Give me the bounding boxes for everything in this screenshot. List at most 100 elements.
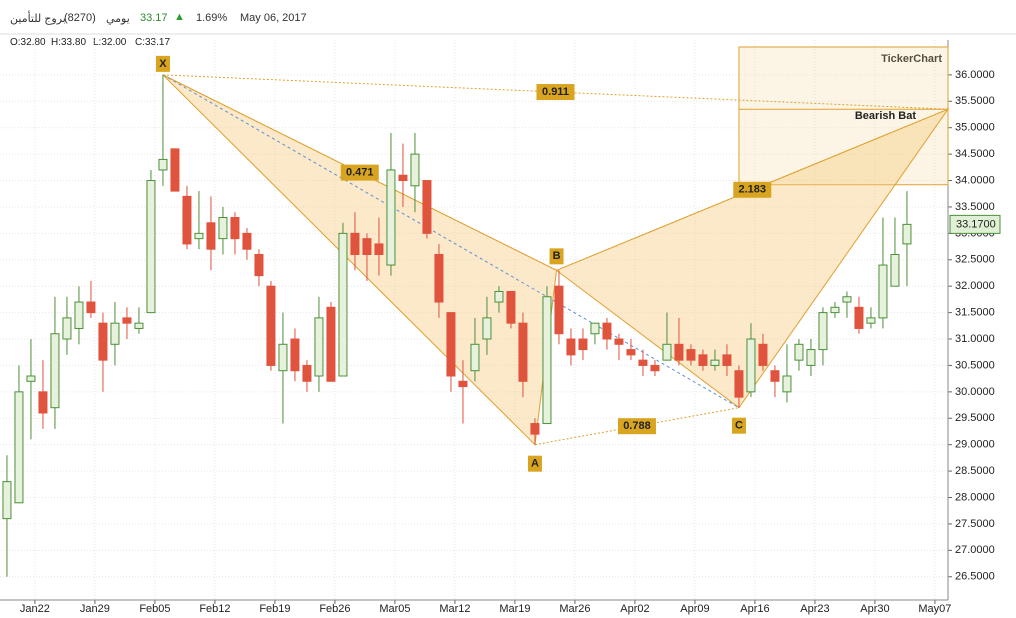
candle-body: [386, 169, 396, 266]
x-tick-label: Jan29: [80, 603, 110, 615]
candle-body: [818, 312, 828, 351]
candle-body: [278, 343, 288, 372]
candle-body: [2, 481, 12, 520]
ratio-box: [536, 84, 575, 101]
x-tick-label: Feb19: [259, 603, 290, 615]
y-tick-label: 32.0000: [955, 280, 995, 292]
candle-body: [770, 370, 780, 382]
point-box: [155, 55, 170, 72]
candle-body: [902, 223, 912, 245]
candle-body: [50, 333, 60, 409]
y-tick-label: 28.5000: [955, 465, 995, 477]
candle-body: [422, 180, 432, 234]
candle-body: [86, 301, 96, 314]
ohlc-high: H:33.80: [51, 37, 87, 48]
y-tick-label: 30.0000: [955, 386, 995, 398]
candle-body: [650, 364, 660, 372]
y-tick-label: 31.5000: [955, 307, 995, 319]
prz-box: [738, 46, 949, 186]
x-tick-label: Mar05: [379, 603, 410, 615]
ratio-label: 0.471: [346, 167, 374, 179]
candle-body: [566, 338, 576, 356]
candle-body: [338, 232, 348, 377]
y-tick-label: 35.5000: [955, 95, 995, 107]
candle-body: [578, 338, 588, 351]
pattern-name: Bearish Bat: [855, 110, 916, 122]
y-tick-label: 36.0000: [955, 69, 995, 81]
candle-body: [302, 364, 312, 382]
ohlc-open: O:32.80: [10, 37, 46, 48]
candle-body: [314, 317, 324, 377]
y-tick-label: 32.5000: [955, 254, 995, 266]
candle-body: [218, 217, 228, 240]
ratio-line: [162, 74, 557, 271]
candle-body: [614, 338, 624, 345]
candle-body: [206, 222, 216, 250]
y-tick-label: 35.0000: [955, 122, 995, 134]
candle-body: [266, 285, 276, 366]
point-label: A: [531, 458, 539, 470]
candle-body: [866, 317, 876, 324]
candle-body: [134, 322, 144, 329]
candle-body: [590, 322, 600, 335]
change: 1.69%: [196, 12, 228, 24]
watermark: TickerChart: [881, 53, 942, 65]
candle-body: [170, 148, 180, 192]
candle-body: [458, 380, 468, 388]
candle-body: [26, 375, 36, 382]
ratio-box: [733, 181, 772, 198]
candle-body: [854, 306, 864, 329]
stock-name: بروج للتأمين: [10, 13, 66, 25]
x-tick-label: Feb26: [319, 603, 350, 615]
candle-body: [698, 354, 708, 366]
y-tick-label: 26.5000: [955, 571, 995, 583]
x-tick-label: Feb12: [199, 603, 230, 615]
candle-body: [842, 296, 852, 303]
candle-body: [494, 290, 504, 303]
candle-body: [290, 338, 300, 372]
candle-body: [14, 391, 24, 504]
candle-body: [146, 180, 156, 314]
y-tick-label: 34.5000: [955, 148, 995, 160]
candle-body: [482, 317, 492, 340]
candle-body: [830, 306, 840, 314]
candle-body: [230, 217, 240, 240]
y-tick-label: 29.5000: [955, 412, 995, 424]
x-tick-label: May07: [918, 603, 951, 615]
candle-body: [62, 317, 72, 340]
x-tick-label: Apr16: [740, 603, 769, 615]
candle-body: [242, 232, 252, 250]
last-price-box: [949, 214, 1001, 234]
candle-body: [350, 232, 360, 255]
candle-body: [398, 174, 408, 182]
candle-body: [38, 391, 48, 414]
y-tick-label: 34.0000: [955, 174, 995, 186]
candle-body: [674, 343, 684, 361]
y-tick-label: 27.0000: [955, 544, 995, 556]
candle-body: [782, 375, 792, 393]
point-box: [731, 417, 746, 434]
x-tick-label: Feb05: [139, 603, 170, 615]
candle-body: [662, 343, 672, 361]
ratio-box: [340, 164, 379, 181]
candle-body: [194, 232, 204, 240]
y-tick-label: 33.5000: [955, 201, 995, 213]
x-tick-label: Mar19: [499, 603, 530, 615]
last-price-label: 33.1700: [956, 218, 996, 230]
x-tick-label: Apr30: [860, 603, 889, 615]
candle-body: [158, 158, 168, 171]
ohlc-low: L:32.00: [93, 37, 127, 48]
y-tick-label: 30.5000: [955, 359, 995, 371]
candle-body: [254, 253, 264, 277]
ratio-line: [556, 108, 949, 271]
candle-body: [638, 359, 648, 366]
candle-body: [434, 253, 444, 303]
candle-body: [326, 306, 336, 382]
candle-body: [98, 322, 108, 361]
point-box: [549, 248, 564, 265]
candle-body: [122, 317, 132, 324]
y-tick-label: 31.0000: [955, 333, 995, 345]
x-tick-label: Mar26: [559, 603, 590, 615]
candle-body: [374, 243, 384, 255]
